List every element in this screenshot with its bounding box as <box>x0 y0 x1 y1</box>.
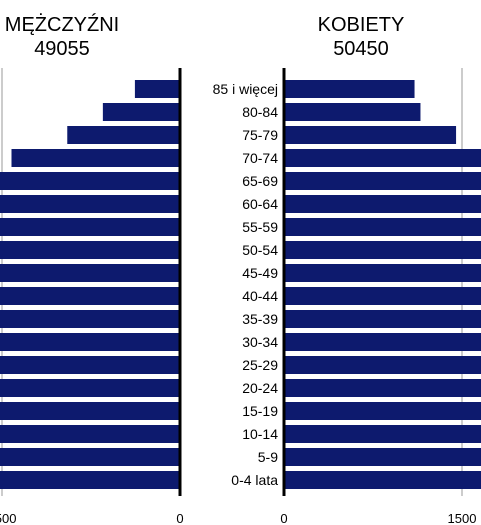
female-bar-4 <box>284 172 481 190</box>
male-bar-8 <box>0 264 180 282</box>
female-bar-0 <box>284 80 415 98</box>
male-panel-title: MĘŻCZYŹNI <box>5 13 119 36</box>
age-label-3: 70-74 <box>242 150 278 166</box>
female-total: 50450 <box>333 38 389 60</box>
female-bar-6 <box>284 218 481 236</box>
female-bar-5 <box>284 195 481 213</box>
male-bar-17 <box>0 471 181 489</box>
female-bar-13 <box>284 379 481 397</box>
age-label-8: 45-49 <box>242 265 278 281</box>
age-label-14: 15-19 <box>242 403 278 419</box>
male-bar-0 <box>134 80 180 98</box>
age-label-6: 55-59 <box>242 219 278 235</box>
age-label-1: 80-84 <box>242 104 278 120</box>
female-bar-1 <box>284 103 421 121</box>
male-bar-2 <box>67 126 180 144</box>
female-tick-label-0: 0 <box>280 511 287 525</box>
female-panel-title: KOBIETY <box>318 14 405 36</box>
male-bar-10 <box>0 310 180 328</box>
age-label-10: 35-39 <box>242 311 278 327</box>
male-bar-16 <box>0 448 180 466</box>
age-label-4: 65-69 <box>242 173 278 189</box>
male-bar-1 <box>102 103 180 121</box>
male-bar-12 <box>0 356 180 374</box>
age-label-2: 75-79 <box>242 127 278 143</box>
female-bar-8 <box>284 264 481 282</box>
age-label-13: 20-24 <box>242 380 278 396</box>
age-label-9: 40-44 <box>242 288 278 304</box>
age-label-12: 25-29 <box>242 357 278 373</box>
male-bar-14 <box>0 402 180 420</box>
male-bar-5 <box>0 195 181 213</box>
male-bar-13 <box>0 379 180 397</box>
male-tick-label-2: 1500 <box>0 511 16 525</box>
female-tick-label-1: 1500 <box>448 511 477 525</box>
female-bar-2 <box>284 126 457 144</box>
age-label-15: 10-14 <box>242 426 278 442</box>
male-tick-label-3: 0 <box>176 511 183 525</box>
female-bar-12 <box>284 356 481 374</box>
female-bar-14 <box>284 402 481 420</box>
female-bar-7 <box>284 241 481 259</box>
female-bar-17 <box>284 471 481 489</box>
age-group-labels: 85 i więcej 80-84 75-79 70-74 65-69 60-64 55-5… <box>213 81 279 488</box>
axes <box>178 68 286 496</box>
age-label-11: 30-34 <box>242 334 278 350</box>
female-bar-16 <box>284 448 481 466</box>
male-bar-6 <box>0 218 181 236</box>
female-bar-9 <box>284 287 481 305</box>
age-label-17: 0-4 lata <box>231 472 278 488</box>
tick-labels: 45003000150000150030004500 <box>0 511 477 525</box>
female-bar-11 <box>284 333 481 351</box>
age-label-16: 5-9 <box>258 449 278 465</box>
male-bar-9 <box>0 287 180 305</box>
female-bar-15 <box>284 425 481 443</box>
male-bars <box>0 80 181 489</box>
age-label-7: 50-54 <box>242 242 278 258</box>
age-label-5: 60-64 <box>242 196 278 212</box>
male-bar-4 <box>0 172 180 190</box>
female-bar-3 <box>284 149 481 167</box>
age-label-0: 85 i więcej <box>213 81 278 97</box>
female-bars <box>284 80 481 489</box>
female-bar-10 <box>284 310 481 328</box>
male-bar-7 <box>0 241 181 259</box>
male-total: 49055 <box>34 38 90 60</box>
male-bar-3 <box>11 149 181 167</box>
male-bar-11 <box>0 333 180 351</box>
male-bar-15 <box>0 425 180 443</box>
